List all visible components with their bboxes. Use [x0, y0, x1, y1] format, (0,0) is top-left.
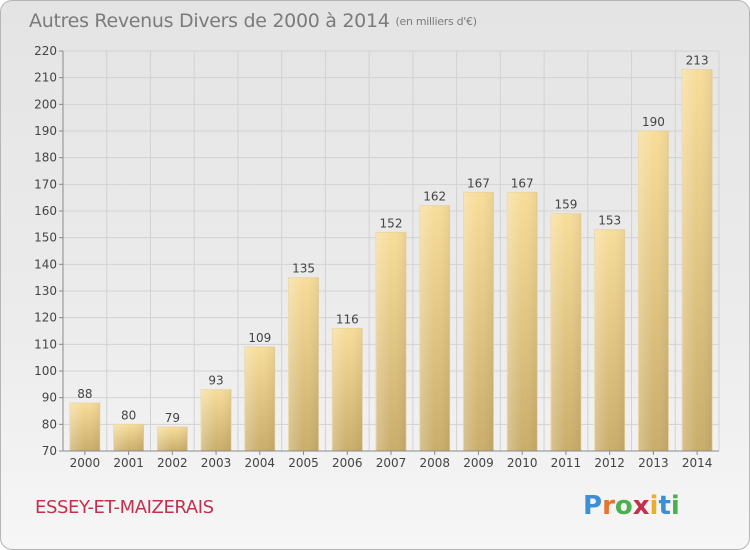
y-tick-label: 90 [42, 391, 57, 405]
x-tick-label: 2013 [638, 456, 669, 470]
x-tick-label: 2012 [594, 456, 625, 470]
bar-value-label: 80 [121, 408, 136, 422]
x-tick-label: 2014 [682, 456, 713, 470]
logo-letter: r [602, 491, 615, 521]
bar-group: 135 [288, 262, 319, 452]
bar-group: 167 [506, 176, 538, 452]
bar-shade [682, 69, 713, 452]
bar-value-label: 162 [423, 190, 446, 204]
bar-shade [244, 347, 275, 451]
y-tick-label: 130 [34, 284, 57, 298]
x-tick-label: 2005 [288, 456, 319, 470]
bar-shade [69, 403, 100, 451]
y-tick-label: 100 [34, 364, 57, 378]
y-tick-label: 150 [34, 231, 57, 245]
x-tick-label: 2011 [551, 456, 582, 470]
x-tick-label: 2002 [157, 456, 188, 470]
y-tick-label: 120 [34, 311, 57, 325]
bar-shade [419, 205, 450, 451]
x-tick-label: 2004 [245, 456, 276, 470]
bar-shade [463, 192, 494, 452]
x-tick-label: 2000 [70, 456, 101, 470]
chart-title-main: Autres Revenus Divers de 2000 à 2014 [29, 10, 390, 32]
bar-group: 190 [638, 115, 669, 452]
bar-shade [332, 328, 363, 451]
bar-value-label: 167 [467, 176, 490, 190]
bar-group: 88 [69, 387, 101, 452]
x-tick-label: 2008 [419, 456, 450, 470]
bar-value-label: 88 [77, 387, 92, 401]
bar-shade [594, 229, 625, 451]
bar-value-label: 167 [511, 176, 534, 190]
x-tick-label: 2009 [463, 456, 494, 470]
bar-group: 152 [375, 216, 407, 452]
bar-value-label: 159 [554, 198, 577, 212]
bar-shade [507, 192, 538, 452]
logo-letter: i [649, 491, 659, 521]
logo-letter: P [583, 491, 603, 521]
x-tick-label: 2006 [332, 456, 363, 470]
commune-name: ESSEY-ET-MAIZERAIS [35, 497, 214, 518]
y-tick-label: 110 [34, 337, 57, 351]
bar-shade [288, 277, 319, 451]
y-tick-label: 220 [34, 44, 57, 58]
bar-shade [376, 232, 406, 451]
axes: 7080901001101201301401501601701801902002… [34, 44, 719, 470]
bar-shade [550, 213, 581, 451]
bar-value-label: 79 [165, 411, 180, 425]
chart-title: Autres Revenus Divers de 2000 à 2014 (en … [29, 10, 477, 32]
bar-value-label: 93 [208, 374, 223, 388]
proxiti-logo[interactable]: Proxiti [583, 491, 680, 521]
logo-letter: t [658, 491, 671, 521]
y-tick-label: 70 [42, 444, 57, 458]
bar-shade [638, 131, 669, 451]
logo-letter: x [632, 491, 650, 521]
bar-value-label: 116 [336, 312, 359, 326]
logo-letter: o [614, 491, 633, 521]
bar-value-label: 152 [380, 216, 403, 230]
bar-value-label: 109 [248, 331, 271, 345]
bar-group: 80 [113, 408, 144, 452]
bar-value-label: 153 [598, 214, 621, 228]
bar-group: 162 [419, 190, 451, 452]
bar-group: 109 [244, 331, 276, 452]
y-tick-label: 170 [34, 177, 57, 191]
y-tick-label: 80 [42, 417, 57, 431]
bar-group: 93 [200, 374, 232, 452]
y-tick-label: 140 [34, 257, 57, 271]
x-tick-label: 2003 [201, 456, 232, 470]
bar-group: 213 [681, 54, 713, 452]
y-tick-label: 180 [34, 151, 57, 165]
y-tick-label: 160 [34, 204, 57, 218]
y-tick-label: 200 [34, 97, 57, 111]
x-tick-label: 2001 [113, 456, 144, 470]
chart-title-unit: (en milliers d'€) [395, 15, 477, 28]
bar-shade [113, 424, 144, 451]
logo-letter: i [670, 491, 680, 521]
y-tick-label: 190 [34, 124, 57, 138]
bar-group: 116 [331, 312, 363, 452]
bar-shade [201, 389, 232, 451]
bar-group: 79 [156, 411, 188, 452]
bar-group: 153 [594, 214, 626, 452]
bar-shade [157, 427, 188, 451]
x-tick-label: 2007 [376, 456, 407, 470]
bar-value-label: 190 [642, 115, 665, 129]
bar-group: 159 [550, 198, 582, 452]
x-tick-label: 2010 [507, 456, 538, 470]
y-tick-label: 210 [34, 71, 57, 85]
bar-value-label: 213 [686, 54, 709, 68]
bar-group: 167 [463, 176, 494, 452]
bars: 88 80 79 93 109 135 116 152 162 167 167 159 153 190 21… [69, 54, 713, 452]
bar-value-label: 135 [292, 262, 315, 276]
